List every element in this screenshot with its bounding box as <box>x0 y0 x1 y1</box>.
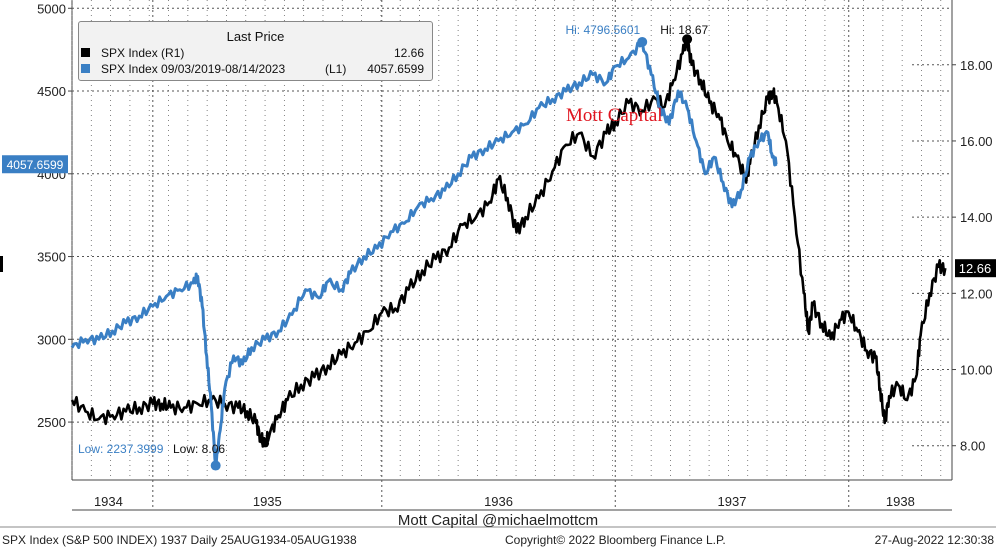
low-marker-blue <box>210 460 221 471</box>
series-line-blue <box>70 40 778 467</box>
x-tick-label: 1937 <box>718 494 747 509</box>
footer-copyright: Copyright© 2022 Bloomberg Finance L.P. <box>505 533 726 547</box>
legend-axis-tag: (L1) <box>325 62 347 76</box>
legend-value: 12.66 <box>393 46 424 60</box>
right-tick-label: 12.00 <box>960 286 993 301</box>
low-label-blue: Low: 2237.3999 <box>78 442 164 456</box>
hi-marker-black <box>682 34 693 45</box>
legend-swatch-black <box>81 48 90 57</box>
series-line-black <box>70 35 947 448</box>
legend-row-black: SPX Index (R1) 12.66 <box>81 46 424 60</box>
right-tick-label: 10.00 <box>960 363 993 378</box>
legend-name: SPX Index 09/03/2019-08/14/2023 <box>101 62 286 76</box>
right-tick-label: 8.00 <box>960 439 985 454</box>
right-tick-label: 14.00 <box>960 210 993 225</box>
last-value-badge-blue <box>2 155 68 174</box>
left-tick-label: 3500 <box>37 250 66 265</box>
right-tick-label: 18.00 <box>960 58 993 73</box>
hi-label-blue: Hi: 4796.5601 <box>565 23 640 37</box>
legend-title: Last Price <box>226 29 285 44</box>
legend: Last Price SPX Index (R1) 12.66 SPX Inde… <box>78 21 433 81</box>
last-value-badge-black <box>955 259 996 278</box>
annotations: 12.66 4057.6599 Hi: 4796.5601 Hi: 18.67 Low:… <box>0 23 996 471</box>
footer-security: SPX Index (S&P 500 INDEX) 1937 Daily 25A… <box>2 533 357 547</box>
right-tick-label: 16.00 <box>960 134 993 149</box>
credit-line: Mott Capital @michaelmottcm <box>397 512 599 529</box>
series-layer <box>70 35 947 467</box>
left-edge-marker <box>0 256 3 272</box>
low-marker-black <box>261 439 270 448</box>
gridlines <box>0 0 996 528</box>
right-axis: 8.00 10.00 12.00 14.00 16.00 18.00 <box>952 58 993 454</box>
left-tick-label: 2500 <box>37 415 66 430</box>
x-tick-label: 1935 <box>253 494 282 509</box>
legend-swatch-blue <box>81 64 90 73</box>
last-value-blue: 4057.6599 <box>7 158 64 172</box>
left-tick-label: 5000 <box>37 1 66 16</box>
low-label-black: Low: 8.06 <box>173 442 225 456</box>
watermark: Mott Capital <box>566 105 663 126</box>
left-tick-label: 3000 <box>37 332 66 347</box>
x-axis: 1934 1935 1936 1937 1938 <box>72 494 952 511</box>
x-tick-label: 1938 <box>886 494 915 509</box>
hi-label-black: Hi: 18.67 <box>660 23 708 37</box>
legend-row-blue: SPX Index 09/03/2019-08/14/2023 (L1) 405… <box>81 62 424 76</box>
last-value-black: 12.66 <box>959 261 992 276</box>
x-tick-label: 1936 <box>484 494 513 509</box>
footer-timestamp: 27-Aug-2022 12:30:38 <box>874 533 994 547</box>
legend-name: SPX Index (R1) <box>101 46 185 60</box>
legend-value: 4057.6599 <box>367 62 424 76</box>
hi-marker-blue <box>637 36 648 47</box>
x-tick-label: 1934 <box>94 494 123 509</box>
footer: SPX Index (S&P 500 INDEX) 1937 Daily 25A… <box>0 530 996 550</box>
left-tick-label: 4500 <box>37 84 66 99</box>
